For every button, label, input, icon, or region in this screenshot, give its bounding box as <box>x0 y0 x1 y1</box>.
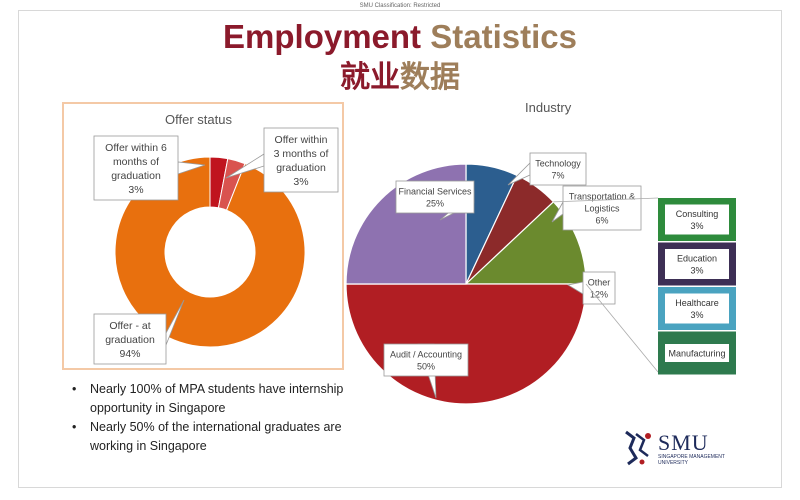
audit-accounting-callout: Audit / Accounting 50% <box>383 343 469 399</box>
offer-within-6-label: 3% <box>128 184 143 196</box>
breakdown-healthcare-label-box <box>665 293 729 324</box>
offer-within-6-callout-box <box>93 135 179 201</box>
breakdown-manufacturing-label: Manufacturing <box>668 349 725 359</box>
offer-at-graduation-label: 94% <box>119 348 140 360</box>
other-label: Other <box>588 278 611 288</box>
offer-within-6-label: Offer within 6 <box>105 142 167 154</box>
breakdown-connector-bottom <box>585 283 659 373</box>
transportation-logistics-callout: Transportation & Logistics 6% <box>551 185 642 231</box>
logo-subtitle: SINGAPORE MANAGEMENT UNIVERSITY <box>658 454 725 466</box>
title-word-statistics: Statistics <box>430 18 577 55</box>
breakdown-consulting-label-box <box>665 204 729 235</box>
breakdown-connector-top <box>553 197 659 203</box>
technology-callout-box <box>529 152 587 186</box>
breakdown-education-label: Education <box>677 254 717 264</box>
subtitle-part2: 数据 <box>400 60 460 95</box>
transportation-logistics-label: Transportation & <box>569 192 635 202</box>
title-word-employment: Employment <box>223 18 422 55</box>
slide-title: Employment Statistics <box>0 18 800 56</box>
offer-at-graduation-callout-box <box>93 313 167 365</box>
financial-services-label: 25% <box>426 199 444 209</box>
offer-within-3-callout: Offer within 3 months of graduation 3% <box>225 127 339 193</box>
breakdown-education-label-box <box>665 249 729 279</box>
offer-at-graduation-callout: Offer - at graduation 94% <box>93 299 185 365</box>
other-label: 12% <box>590 290 608 300</box>
breakdown-healthcare-label: Healthcare <box>675 298 719 308</box>
technology-label: Technology <box>535 159 581 169</box>
offer-within-3-label: 3 months of <box>274 148 329 160</box>
offer-within-6-label: months of <box>113 156 159 168</box>
bullet-item: Nearly 100% of MPA students have interns… <box>70 380 360 418</box>
audit-accounting-callout-box <box>383 343 469 377</box>
offer-within-6-callout: Offer within 6 months of graduation 3% <box>93 135 206 201</box>
transportation-logistics-label: Logistics <box>584 204 620 214</box>
smu-logo: SMU SINGAPORE MANAGEMENT UNIVERSITY <box>620 428 740 468</box>
slide-subtitle: 就业数据 <box>0 58 800 98</box>
other-callout: Other 12% <box>566 271 616 305</box>
financial-services-label: Financial Services <box>398 187 472 197</box>
offer-within-3-callout-box <box>263 127 339 193</box>
offer-within-6-label: graduation <box>111 170 161 182</box>
offer-within-3-label: graduation <box>276 162 326 174</box>
transportation-logistics-callout-box <box>562 185 642 231</box>
financial-services-callout-box <box>395 180 475 214</box>
offer-at-graduation-label: graduation <box>105 334 155 346</box>
breakdown-education-label: 3% <box>690 266 703 276</box>
subtitle-part1: 就业 <box>340 60 400 95</box>
breakdown-healthcare-label: 3% <box>690 310 703 320</box>
financial-services-callout: Financial Services 25% <box>395 180 475 221</box>
offer-chart-title: Offer status <box>165 112 232 127</box>
classification-label: SMU Classification: Restricted <box>359 3 441 9</box>
technology-callout: Technology 7% <box>507 152 587 186</box>
audit-accounting-label: Audit / Accounting <box>390 350 462 360</box>
smu-crest-icon <box>625 430 651 466</box>
breakdown-consulting-label: 3% <box>690 221 703 231</box>
offer-status-panel <box>62 102 344 370</box>
transportation-logistics-label: 6% <box>595 216 608 226</box>
industry-chart-title: Industry <box>525 100 572 115</box>
bullet-item: Nearly 50% of the international graduate… <box>70 418 360 456</box>
breakdown-manufacturing-label-box <box>665 344 729 362</box>
technology-label: 7% <box>551 171 564 181</box>
breakdown-consulting-label: Consulting <box>676 209 719 219</box>
audit-accounting-label: 50% <box>417 362 435 372</box>
offer-at-graduation-label: Offer - at <box>109 320 150 332</box>
offer-within-3-label: Offer within <box>275 134 328 146</box>
logo-name: SMU <box>658 430 709 455</box>
offer-within-3-label: 3% <box>293 176 308 188</box>
other-callout-box <box>582 271 616 305</box>
bullet-list: Nearly 100% of MPA students have interns… <box>70 380 360 456</box>
